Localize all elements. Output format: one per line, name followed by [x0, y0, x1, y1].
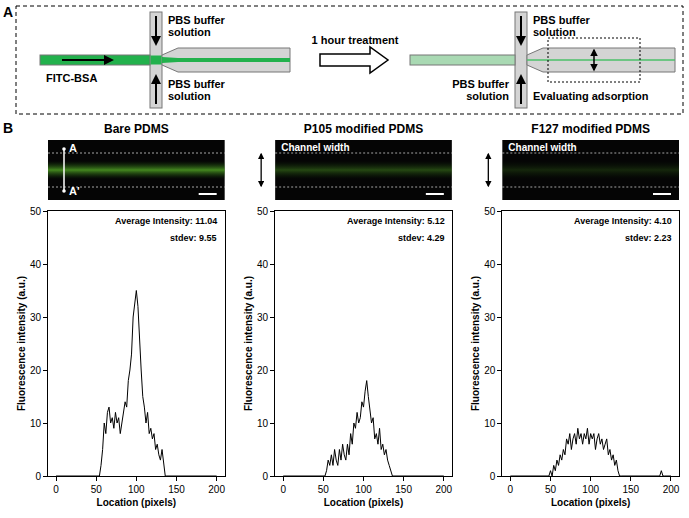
- svg-text:Average Intensity: 11.04: Average Intensity: 11.04: [115, 216, 217, 226]
- svg-text:50: 50: [257, 206, 269, 217]
- svg-text:10: 10: [484, 418, 496, 429]
- svg-text:40: 40: [30, 259, 42, 270]
- svg-text:Location (pixels): Location (pixels): [97, 497, 176, 508]
- svg-text:150: 150: [168, 484, 185, 495]
- svg-text:200: 200: [663, 484, 680, 495]
- svg-text:Location (pixels): Location (pixels): [551, 497, 630, 508]
- svg-text:10: 10: [257, 418, 269, 429]
- svg-text:Average Intensity: 5.12: Average Intensity: 5.12: [347, 216, 445, 226]
- svg-text:A': A': [69, 185, 80, 197]
- svg-text:20: 20: [484, 365, 496, 376]
- svg-text:0: 0: [280, 484, 286, 495]
- svg-text:0: 0: [263, 471, 269, 482]
- svg-text:FITC-BSA: FITC-BSA: [46, 72, 97, 84]
- svg-text:20: 20: [257, 365, 269, 376]
- svg-text:Location (pixels): Location (pixels): [324, 497, 403, 508]
- svg-text:150: 150: [395, 484, 412, 495]
- svg-text:50: 50: [91, 484, 103, 495]
- svg-text:Bare PDMS: Bare PDMS: [104, 122, 169, 136]
- svg-text:150: 150: [622, 484, 639, 495]
- svg-text:100: 100: [128, 484, 145, 495]
- svg-text:Channel width: Channel width: [281, 142, 349, 153]
- svg-text:PBS buffer: PBS buffer: [452, 78, 510, 90]
- svg-text:20: 20: [30, 365, 42, 376]
- svg-text:0: 0: [53, 484, 59, 495]
- svg-text:0: 0: [508, 484, 514, 495]
- svg-text:200: 200: [435, 484, 452, 495]
- svg-text:solution: solution: [533, 26, 576, 38]
- svg-text:PBS buffer: PBS buffer: [533, 14, 591, 26]
- svg-text:50: 50: [30, 206, 42, 217]
- svg-text:PBS buffer: PBS buffer: [168, 78, 226, 90]
- svg-text:0: 0: [35, 471, 41, 482]
- svg-text:F127 modified PDMS: F127 modified PDMS: [531, 122, 650, 136]
- svg-text:Fluorescence intensity (a.u.): Fluorescence intensity (a.u.): [470, 276, 481, 411]
- svg-text:Fluorescence intensity (a.u.): Fluorescence intensity (a.u.): [16, 276, 27, 411]
- svg-text:100: 100: [355, 484, 372, 495]
- svg-text:10: 10: [30, 418, 42, 429]
- svg-text:100: 100: [582, 484, 599, 495]
- svg-text:PBS buffer: PBS buffer: [168, 14, 226, 26]
- svg-text:P105 modified PDMS: P105 modified PDMS: [304, 122, 423, 136]
- svg-text:0: 0: [490, 471, 496, 482]
- svg-text:solution: solution: [168, 90, 211, 102]
- svg-text:Fluorescence intensity (a.u.): Fluorescence intensity (a.u.): [243, 276, 254, 411]
- svg-text:B: B: [3, 120, 13, 136]
- svg-text:Evaluating adsorption: Evaluating adsorption: [533, 90, 649, 102]
- svg-text:solution: solution: [168, 26, 211, 38]
- svg-text:30: 30: [30, 312, 42, 323]
- svg-text:1 hour treatment: 1 hour treatment: [312, 34, 399, 46]
- svg-text:40: 40: [257, 259, 269, 270]
- svg-text:A: A: [69, 142, 77, 154]
- svg-text:200: 200: [208, 484, 225, 495]
- svg-text:stdev: 2.23: stdev: 2.23: [625, 233, 672, 243]
- svg-text:50: 50: [318, 484, 330, 495]
- svg-text:30: 30: [484, 312, 496, 323]
- svg-text:Channel width: Channel width: [508, 142, 576, 153]
- svg-text:solution: solution: [466, 90, 509, 102]
- svg-text:stdev: 9.55: stdev: 9.55: [170, 233, 217, 243]
- svg-text:A: A: [3, 4, 13, 20]
- svg-text:30: 30: [257, 312, 269, 323]
- svg-text:50: 50: [484, 206, 496, 217]
- svg-text:Average Intensity: 4.10: Average Intensity: 4.10: [574, 216, 672, 226]
- svg-text:stdev: 4.29: stdev: 4.29: [398, 233, 445, 243]
- svg-text:50: 50: [545, 484, 557, 495]
- svg-text:40: 40: [484, 259, 496, 270]
